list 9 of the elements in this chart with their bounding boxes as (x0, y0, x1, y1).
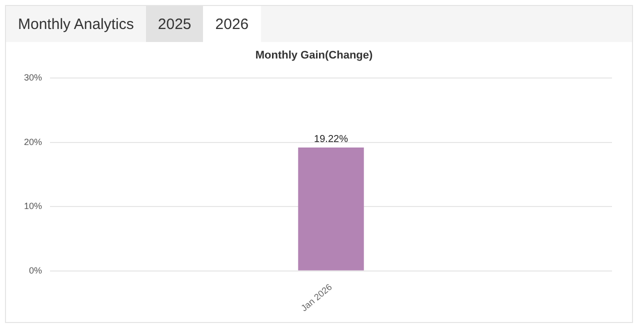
y-tick-label: 20% (24, 136, 42, 147)
text: 2026 (203, 6, 261, 42)
text: 2025 (146, 6, 204, 42)
y-tick-label: 0% (29, 265, 42, 276)
text: Monthly Analytics (17, 14, 135, 34)
y-tick-label: 30% (24, 72, 42, 83)
y-tick-label: 10% (24, 201, 42, 212)
data-label: 19.22% (314, 134, 348, 146)
chart-title: Monthly Gain(Change) (255, 50, 373, 62)
